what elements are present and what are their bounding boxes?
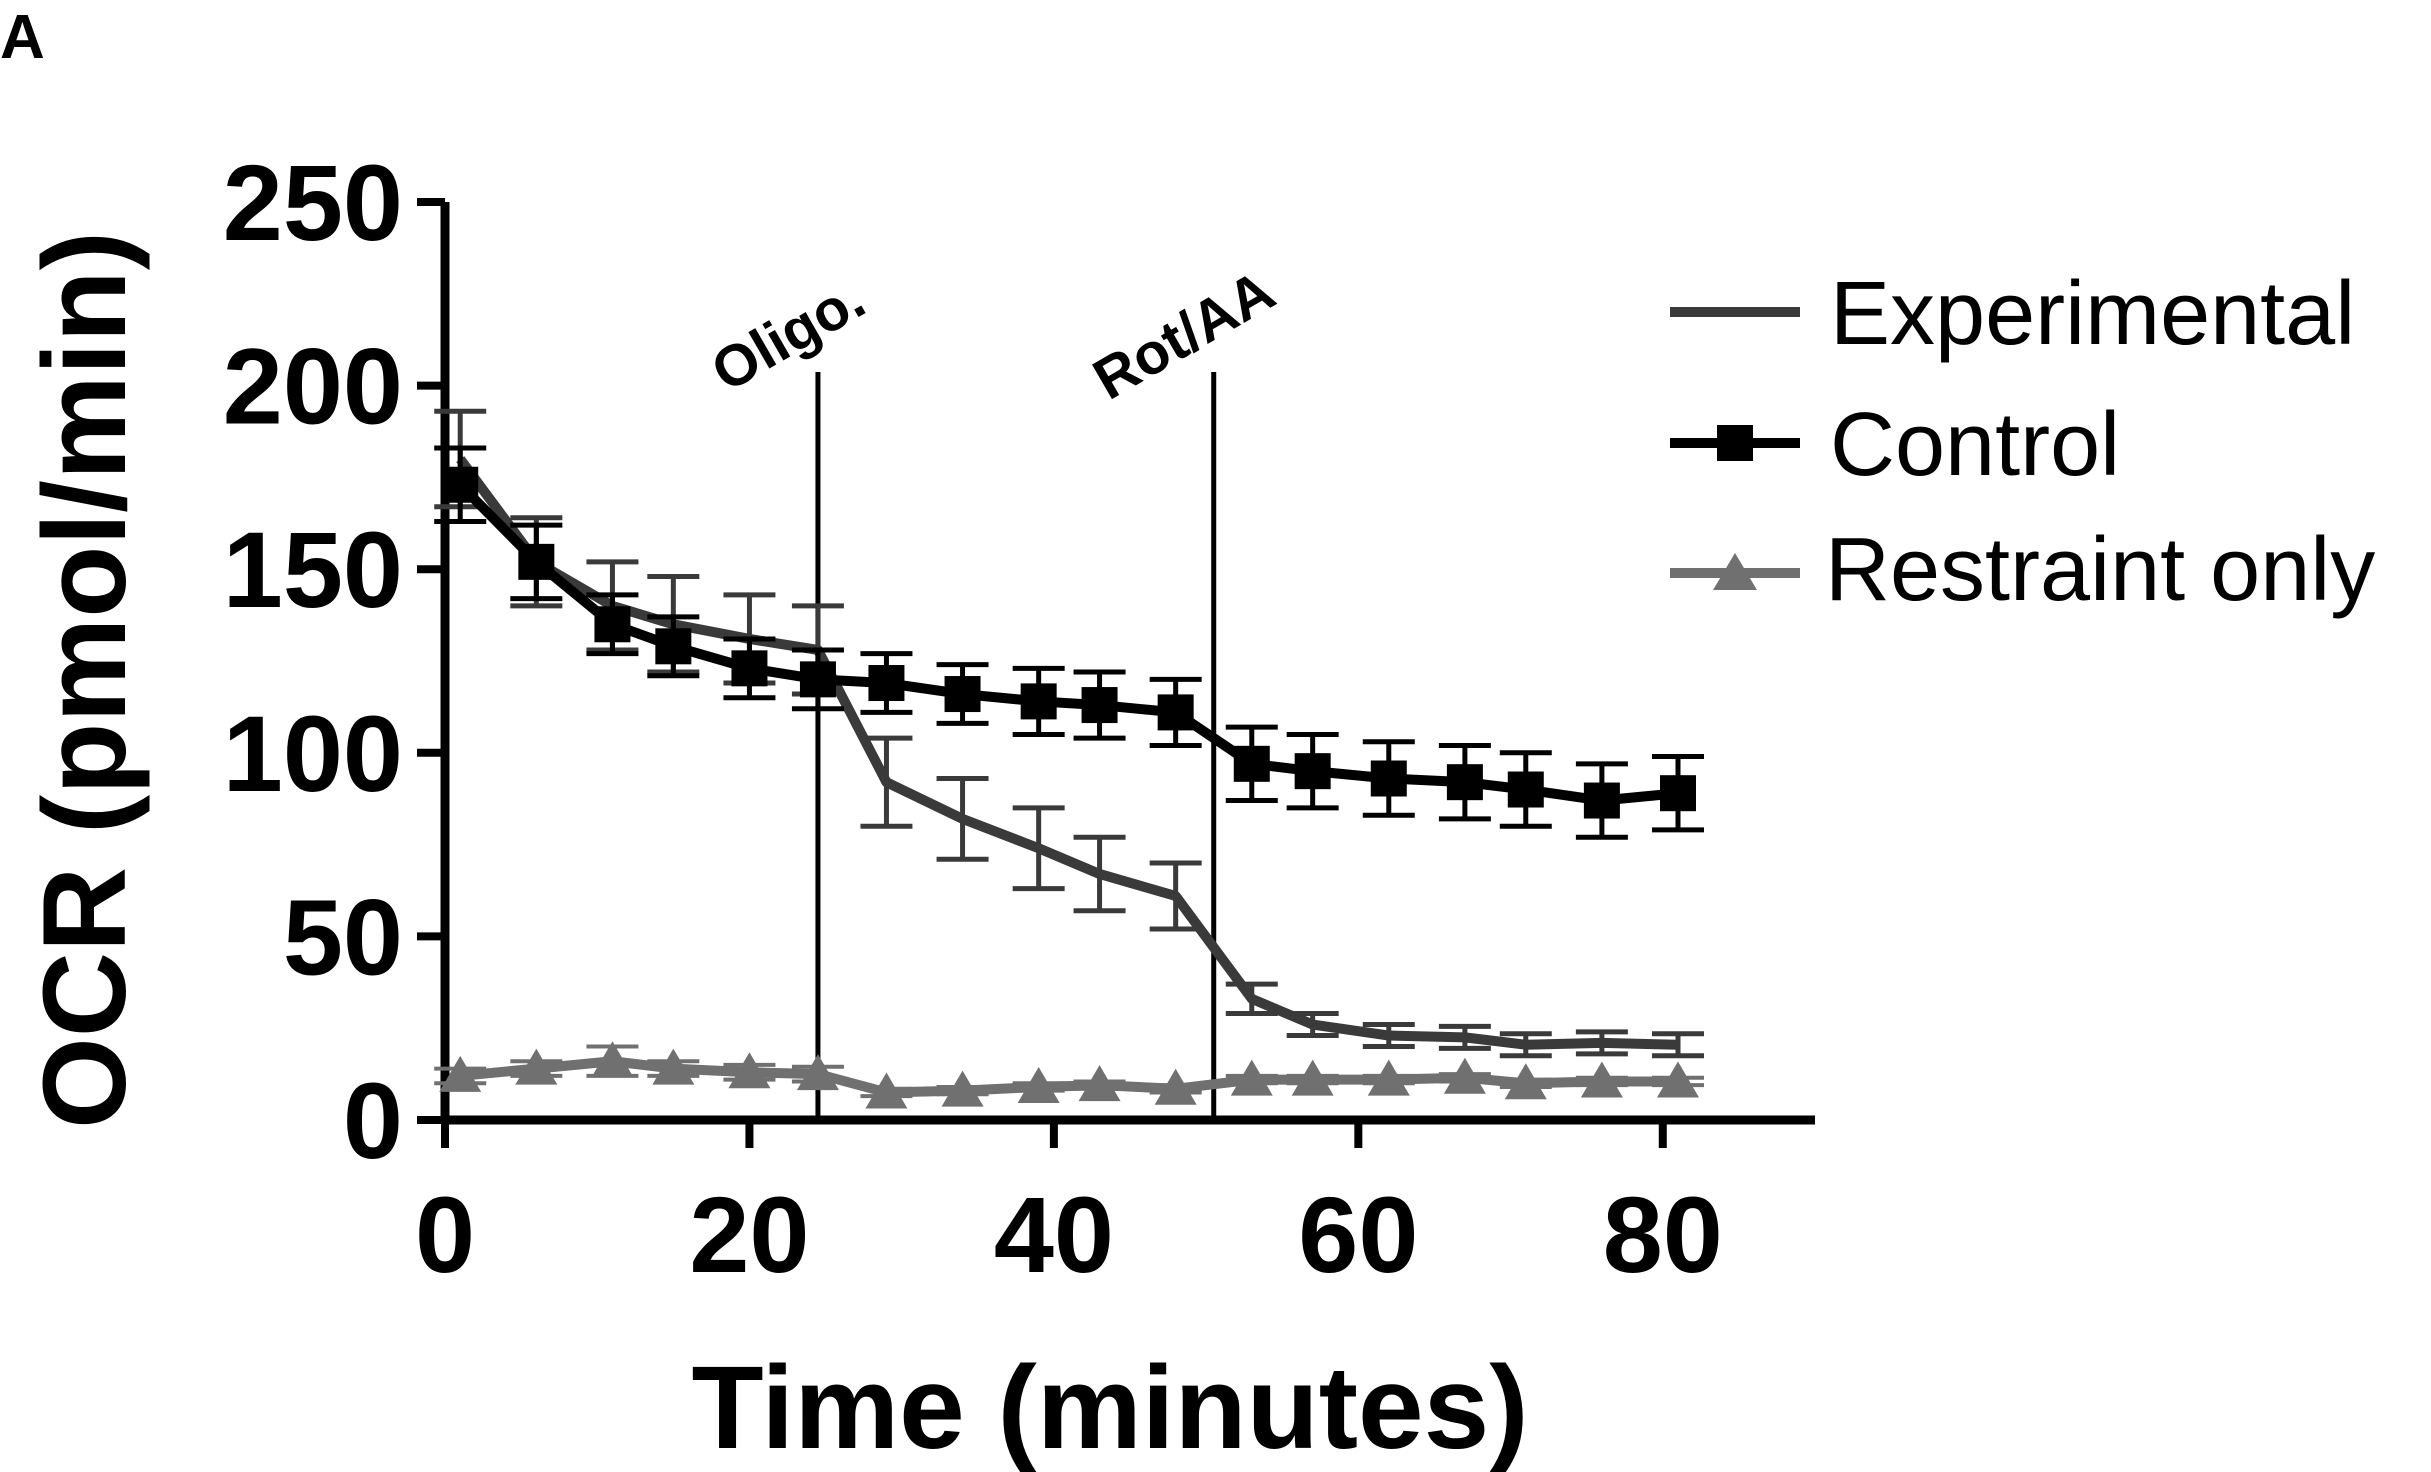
data-point-control [1583, 782, 1620, 819]
series-line-control [456, 481, 1679, 806]
x-tick-label-40: 40 [994, 1174, 1114, 1295]
x-tick-label-0: 0 [415, 1174, 475, 1295]
series-experimental [434, 408, 1704, 1059]
y-tick-label-250: 250 [223, 142, 403, 263]
data-point-control [1294, 753, 1331, 790]
data-point-control [594, 606, 631, 643]
data-point-restraint-only [1580, 1061, 1623, 1098]
legend-label-experimental: Experimental [1830, 264, 2355, 364]
y-tick-label-200: 200 [223, 326, 403, 447]
data-point-restraint-only [1291, 1059, 1334, 1096]
data-point-control [1081, 687, 1118, 724]
legend-label-restraint-only: Restraint only [1825, 520, 2375, 620]
data-point-restraint-only [1154, 1068, 1197, 1105]
data-point-restraint-only [1367, 1059, 1410, 1096]
series-line-restraint-only [459, 1056, 1678, 1098]
legend-item-experimental: Experimental [1670, 264, 2355, 364]
data-point-control [1446, 764, 1483, 801]
x-tick-label-20: 20 [689, 1174, 809, 1295]
x-axis-title: Time (minutes) [691, 1342, 1528, 1472]
data-point-restraint-only [941, 1070, 984, 1107]
data-point-control [799, 661, 836, 698]
data-point-control [518, 543, 555, 580]
data-point-control [1233, 745, 1270, 782]
y-tick-label-150: 150 [223, 509, 403, 630]
panel-label: A [0, 3, 45, 72]
series-control [434, 445, 1704, 840]
data-point-control [731, 650, 768, 687]
data-point-control [442, 466, 479, 503]
y-tick-label-100: 100 [223, 693, 403, 814]
y-tick-label-0: 0 [343, 1060, 403, 1181]
data-point-control [1157, 694, 1194, 731]
legend-marker-control [1717, 425, 1753, 461]
y-tick-label-50: 50 [283, 876, 403, 997]
data-point-restraint-only [728, 1052, 771, 1089]
x-tick-label-60: 60 [1298, 1174, 1418, 1295]
legend-label-control: Control [1830, 395, 2120, 495]
x-tick-label-80: 80 [1603, 1174, 1723, 1295]
data-point-control [1370, 760, 1407, 797]
legend: Experimental Control Restraint only [1670, 264, 2375, 620]
legend-marker-restraint-only [1713, 553, 1757, 590]
data-point-restraint-only [865, 1072, 908, 1109]
data-point-restraint-only [439, 1055, 482, 1092]
data-point-restraint-only [1078, 1065, 1121, 1102]
annotation-label-rot-aa: Rot/AA [1083, 258, 1286, 413]
data-point-restraint-only [515, 1048, 558, 1085]
data-point-restraint-only [652, 1048, 695, 1085]
legend-item-restraint-only: Restraint only [1670, 520, 2375, 620]
plot-area: 0 50 100 150 200 250 0 20 40 60 80 Oligo. Rot/AA [223, 142, 1815, 1295]
series-line-experimental [456, 456, 1679, 1050]
series-restraint-only [434, 1041, 1704, 1109]
data-point-control [1507, 771, 1544, 808]
annotation-label-oligo-: Oligo. [701, 266, 876, 404]
data-point-restraint-only [591, 1041, 634, 1078]
data-point-control [1020, 683, 1057, 720]
data-point-restraint-only [1657, 1061, 1699, 1098]
data-point-restraint-only [796, 1054, 839, 1091]
data-point-restraint-only [1230, 1059, 1273, 1096]
data-point-restraint-only [1017, 1066, 1060, 1103]
data-point-control [868, 665, 905, 702]
y-axis-title: OCR (pmol/min) [19, 231, 151, 1129]
legend-item-control: Control [1670, 395, 2120, 495]
data-point-control [944, 676, 981, 713]
data-point-control [655, 628, 692, 665]
data-point-restraint-only [1504, 1063, 1547, 1100]
data-point-control [1660, 775, 1696, 812]
data-point-restraint-only [1443, 1057, 1486, 1094]
